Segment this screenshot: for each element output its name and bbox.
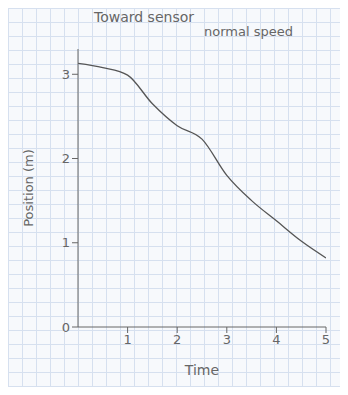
svg-text:5: 5: [322, 332, 330, 347]
svg-text:0: 0: [62, 320, 70, 335]
svg-text:Time: Time: [184, 362, 219, 378]
svg-text:3: 3: [62, 67, 70, 82]
svg-text:1: 1: [62, 235, 70, 250]
svg-text:Position (m): Position (m): [21, 149, 36, 227]
svg-text:2: 2: [173, 332, 181, 347]
svg-text:3: 3: [223, 332, 231, 347]
svg-text:2: 2: [62, 151, 70, 166]
svg-text:4: 4: [272, 332, 280, 347]
html-text:Toward sensor: Toward sensor: [94, 9, 194, 25]
html-text:normal speed: normal speed: [204, 24, 293, 39]
svg-text:1: 1: [123, 332, 131, 347]
